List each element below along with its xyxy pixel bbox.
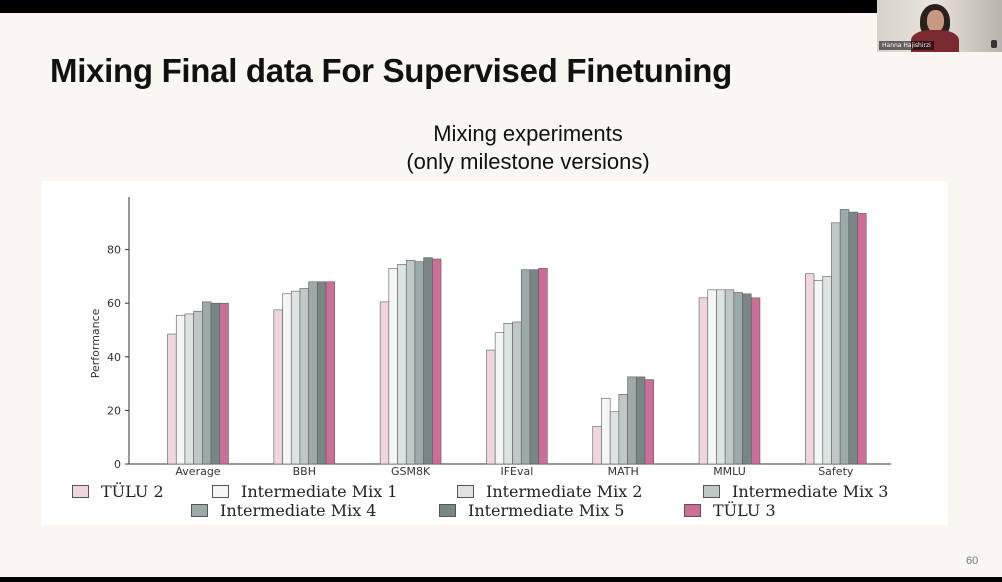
bar-math-series-4	[618, 394, 628, 465]
bar-bbh-series-4	[299, 288, 309, 465]
bar-safety-series-6	[848, 211, 858, 465]
slide-title: Mixing Final data For Supervised Finetun…	[50, 52, 732, 89]
legend-label: TÜLU 3	[713, 501, 776, 520]
bar-safety-series-4	[831, 222, 841, 465]
bar-average-series-3	[184, 313, 194, 465]
mic-icon	[991, 40, 997, 48]
y-axis-label: Performance	[89, 308, 102, 378]
legend-item-6: Intermediate Mix 5	[439, 501, 624, 520]
bar-gsm8k-series-3	[397, 264, 407, 465]
bar-mmlu-series-6	[742, 293, 752, 465]
legend-swatch	[72, 485, 89, 498]
chart-title-line-2: (only milestone versions)	[406, 149, 650, 174]
x-tick-label-safety: Safety	[818, 465, 854, 478]
bar-ifeval-series-7	[538, 268, 548, 465]
bar-safety-series-2	[813, 280, 824, 465]
bar-gsm8k-series-2	[388, 268, 398, 465]
page-number: 60	[966, 555, 979, 567]
bar-math-series-3	[609, 411, 620, 465]
bar-math-series-1	[592, 426, 602, 465]
bar-mmlu-series-5	[733, 292, 743, 465]
top-black-bar	[0, 0, 1002, 13]
legend-swatch	[439, 504, 456, 517]
bar-math-series-6	[635, 376, 646, 465]
y-tick-label: 80	[107, 244, 121, 257]
x-tick-label-ifeval: IFEval	[500, 465, 533, 478]
legend-label: Intermediate Mix 3	[732, 482, 889, 501]
legend-swatch	[457, 485, 474, 498]
bar-bbh-series-1	[273, 309, 283, 465]
bar-math-series-2	[601, 398, 611, 465]
x-tick-label-mmlu: MMLU	[713, 465, 746, 478]
bar-math-series-7	[644, 379, 654, 465]
bar-bbh-series-2	[282, 293, 292, 465]
bar-ifeval-series-5	[520, 269, 531, 465]
bar-mmlu-series-1	[698, 297, 709, 465]
bar-gsm8k-series-5	[414, 261, 424, 465]
webcam-thumbnail[interactable]: Hanna Hajishirzi	[877, 0, 1002, 52]
bar-ifeval-series-3	[503, 323, 513, 465]
y-tick-label: 60	[107, 297, 121, 310]
bar-bbh-series-6	[317, 281, 327, 465]
bar-bbh-series-3	[290, 290, 301, 465]
x-tick-label-bbh: BBH	[293, 465, 316, 478]
y-tick-label: 20	[107, 404, 121, 417]
legend-item-4: Intermediate Mix 3	[703, 482, 888, 501]
bar-math-series-5	[627, 376, 637, 465]
bar-safety-series-3	[822, 276, 832, 465]
legend-swatch	[191, 504, 208, 517]
bar-average-series-6	[210, 302, 221, 465]
y-tick-label: 40	[107, 351, 121, 364]
bar-chart: 0 20 40 60 80 Performance Average BBH GSM8K IFEva…	[89, 197, 891, 478]
chart-panel: 0 20 40 60 80 Performance Average BBH GSM8K IFEva…	[41, 181, 948, 525]
legend-swatch	[212, 485, 229, 498]
bar-average-series-5	[202, 301, 212, 465]
bar-gsm8k-series-7	[432, 258, 442, 465]
bar-average-series-1	[167, 333, 177, 465]
legend-label: Intermediate Mix 2	[486, 482, 643, 501]
bar-mmlu-series-2	[707, 289, 717, 465]
bar-mmlu-series-7	[750, 297, 761, 465]
legend-label: TÜLU 2	[101, 482, 164, 501]
bar-mmlu-series-3	[716, 289, 726, 465]
bar-safety-series-7	[857, 213, 867, 465]
bar-ifeval-series-1	[486, 349, 496, 465]
legend-item-5: Intermediate Mix 4	[191, 501, 376, 520]
bar-mmlu-series-4	[724, 289, 735, 465]
legend-item-1: TÜLU 2	[72, 482, 164, 501]
bar-average-series-2	[175, 314, 186, 465]
bar-gsm8k-series-6	[423, 257, 433, 465]
bar-bbh-series-5	[308, 281, 318, 465]
bar-ifeval-series-2	[494, 332, 505, 465]
bar-gsm8k-series-1	[379, 301, 390, 465]
bar-ifeval-series-6	[529, 269, 539, 465]
speaker-face	[927, 10, 944, 32]
speaker-name: Hanna Hajishirzi	[879, 41, 934, 50]
chart-title-line-1: Mixing experiments	[433, 121, 623, 146]
bar-gsm8k-series-4	[405, 260, 416, 465]
chart-title: Mixing experiments (only milestone versi…	[330, 120, 726, 176]
x-tick-label-math: MATH	[608, 465, 639, 478]
legend-item-3: Intermediate Mix 2	[457, 482, 642, 501]
bar-bbh-series-7	[325, 281, 336, 465]
bar-safety-series-5	[839, 209, 850, 465]
legend-label: Intermediate Mix 4	[220, 501, 377, 520]
bar-average-series-7	[219, 302, 229, 465]
x-tick-label-average: Average	[175, 465, 220, 478]
bar-safety-series-1	[805, 273, 815, 465]
legend-label: Intermediate Mix 5	[468, 501, 625, 520]
legend-item-2: Intermediate Mix 1	[212, 482, 397, 501]
bar-ifeval-series-4	[512, 321, 522, 465]
legend-swatch	[703, 485, 720, 498]
bar-average-series-4	[193, 310, 203, 465]
y-tick-label: 0	[114, 458, 121, 471]
x-tick-label-gsm8k: GSM8K	[391, 465, 431, 478]
chart-legend: TÜLU 2 Intermediate Mix 1 Intermediate Mix…	[70, 482, 930, 524]
legend-label: Intermediate Mix 1	[241, 482, 398, 501]
bottom-black-bar	[0, 577, 1002, 582]
legend-item-7: TÜLU 3	[684, 501, 776, 520]
legend-swatch	[684, 504, 701, 517]
